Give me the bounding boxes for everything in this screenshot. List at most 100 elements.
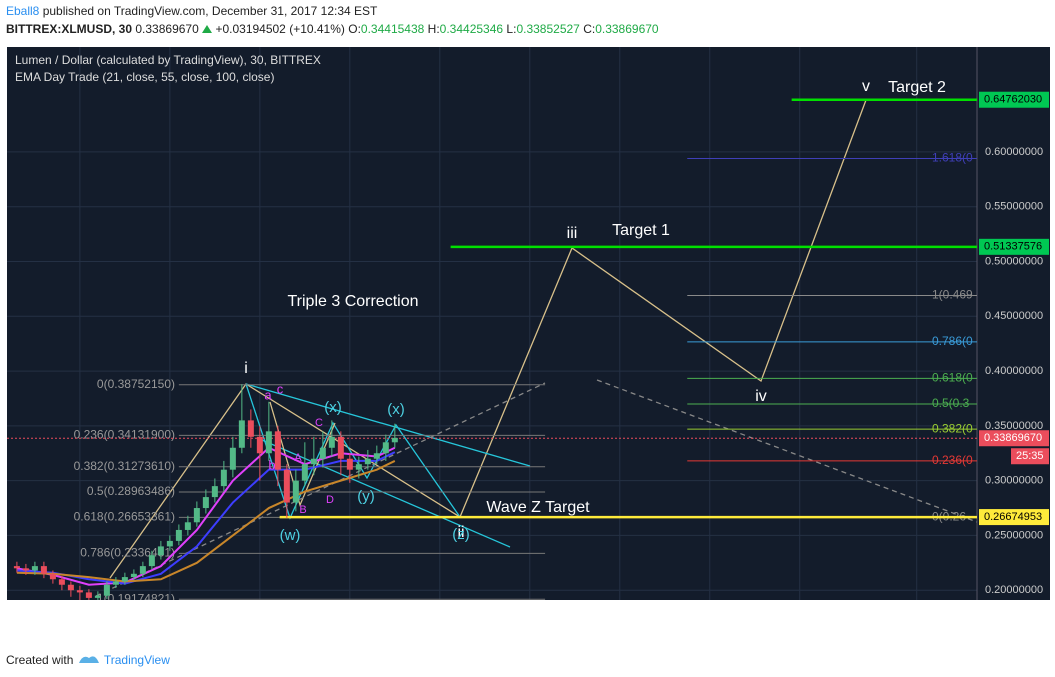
fib-label: 1(0.469 [932, 288, 973, 302]
fib-label: 0.618(0 [932, 371, 973, 385]
candle-body [103, 584, 110, 596]
footer: Created with TradingView [6, 652, 170, 667]
price-tag-label: 0.33869670 [984, 432, 1042, 444]
candle-body [238, 420, 245, 448]
price-tag-label: 0.26674953 [984, 511, 1042, 523]
q: O: [348, 22, 361, 36]
q: 0.34415438 [360, 22, 425, 36]
candle-body [373, 453, 380, 459]
candle-body [166, 540, 173, 547]
sub-label: a [264, 387, 272, 402]
price-tag [979, 91, 1049, 108]
change: +0.03194502 (+10.41%) [215, 22, 345, 36]
candle-body [94, 595, 101, 598]
candle-body [310, 458, 317, 465]
candle-body [58, 579, 65, 585]
target-label: Target 2 [888, 79, 946, 96]
chart-title: Lumen / Dollar (calculated by TradingVie… [15, 53, 321, 67]
quote-line: BITTREX:XLMUSD, 30 0.33869670 +0.0319450… [6, 22, 659, 36]
published: published on TradingView.com, December 3… [42, 4, 378, 18]
candle-body [13, 566, 20, 569]
q: L: [506, 22, 517, 36]
y-tick-label: 0.40000000 [985, 365, 1043, 377]
candle-body [247, 420, 254, 437]
sub-label: D [326, 494, 334, 506]
wave-label: (z) [452, 526, 470, 543]
q: 0.33852527 [516, 22, 580, 36]
fib-label: 0.236(0.34131900) [74, 428, 175, 442]
price-tag [979, 430, 1049, 447]
author[interactable]: Eball8 [6, 4, 40, 18]
last: 0.33869670 [135, 22, 199, 36]
candle-body [256, 436, 263, 454]
candle-body [229, 447, 236, 470]
fib-label: 0.786(0 [932, 334, 973, 348]
candle-body [346, 458, 353, 470]
up-arrow [202, 25, 213, 33]
note: Triple 3 Correction [287, 293, 418, 310]
publish-line: Eball8 published on TradingView.com, Dec… [6, 4, 377, 18]
candle-body [283, 469, 290, 503]
candle-body [301, 464, 308, 481]
q: 0.34425346 [439, 22, 504, 36]
fib-label: 0.5(0.3 [932, 396, 970, 410]
price-tag [979, 509, 1049, 526]
wave-label: iii [567, 225, 578, 242]
countdown: 25:35 [1016, 450, 1044, 462]
chart-subtitle: EMA Day Trade (21, close, 55, close, 100… [15, 70, 274, 84]
wave-path [109, 99, 867, 579]
fib-label: 0.5(0.28963486) [87, 484, 175, 498]
q: C: [583, 22, 596, 36]
candle-body [121, 577, 128, 582]
candle-body [202, 497, 209, 509]
candle-body [139, 566, 146, 574]
price-tag-label: 0.51337576 [984, 241, 1042, 253]
price-tag-label: 0.64762030 [984, 94, 1042, 106]
fib-label: 0.618(0.26653361) [74, 509, 175, 523]
fib-label: 0.382(0.31273610) [74, 459, 175, 473]
candle-body [31, 566, 38, 571]
candle-body [49, 573, 56, 580]
ema-line [16, 460, 396, 583]
y-tick-label: 0.30000000 [985, 475, 1043, 487]
ema-line [16, 446, 396, 586]
labels: i iii iv v Target 1 Target 2 Wave Z Targ… [244, 78, 946, 544]
candle-body [328, 436, 335, 448]
y-tick-label: 0.50000000 [985, 255, 1043, 267]
candle-body [220, 469, 227, 487]
candle-body [355, 464, 362, 470]
wave-label: i [244, 360, 248, 377]
y-tick-label: 0.25000000 [985, 529, 1043, 541]
wave-label: ii [457, 524, 464, 541]
candle-body [130, 573, 137, 578]
sub-label: b [268, 457, 275, 472]
candle-body [112, 581, 119, 585]
y-tick-label: 0.20000000 [985, 584, 1043, 596]
sub-label: A [294, 452, 302, 464]
q: 0.33869670 [595, 22, 659, 36]
wave-label: (w) [280, 527, 301, 544]
sub-label: C [315, 417, 323, 429]
wave-label: (x) [387, 401, 405, 418]
candle-body [40, 566, 47, 574]
wave-label: v [862, 78, 870, 95]
logo [78, 656, 99, 663]
y-tick-label: 0.55000000 [985, 201, 1043, 213]
brand[interactable]: TradingView [103, 653, 170, 667]
drawings [95, 99, 978, 597]
y-tick-label: 0.60000000 [985, 146, 1043, 158]
candle-body [22, 568, 29, 571]
countdown-bg [1011, 448, 1049, 465]
target-label: Target 1 [612, 222, 670, 239]
candle-body [67, 584, 74, 591]
fib-label: 1.618(0 [932, 151, 973, 165]
wxy-path [245, 383, 461, 520]
candle-body [382, 442, 389, 454]
fib-label: 0.236(0 [932, 453, 973, 467]
sub-label: B [299, 504, 306, 516]
wave-label: iv [755, 388, 767, 405]
candle-body [193, 508, 200, 523]
y-tick-label: 0.45000000 [985, 310, 1043, 322]
symbol: BITTREX:XLMUSD, 30 [6, 22, 133, 36]
candle-body [265, 431, 272, 454]
